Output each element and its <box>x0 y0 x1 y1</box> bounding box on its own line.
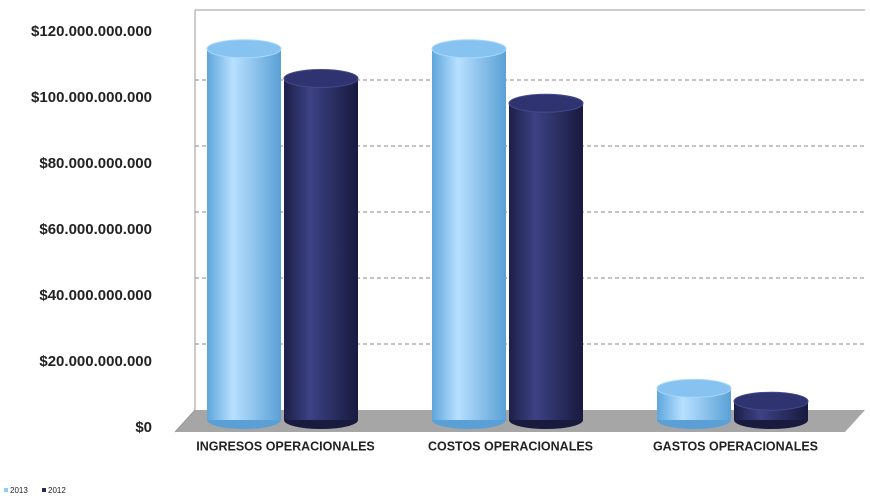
bar-top <box>206 39 282 59</box>
y-tick-label: $80.000.000.000 <box>39 155 152 172</box>
legend-label: 2012 <box>48 486 66 495</box>
legend-label: 2013 <box>10 486 28 495</box>
bar-top <box>283 68 359 88</box>
x-tick-label: COSTOS OPERACIONALES <box>428 439 593 453</box>
bar-top <box>733 391 809 411</box>
x-tick-label: GASTOS OPERACIONALES <box>653 439 818 453</box>
y-tick-label: $120.000.000.000 <box>31 23 152 40</box>
bar <box>207 48 281 420</box>
bar <box>509 103 583 420</box>
bar <box>284 78 358 420</box>
bar <box>432 48 506 420</box>
legend-swatch <box>42 488 46 492</box>
y-tick-label: $20.000.000.000 <box>39 353 152 370</box>
y-tick-label: $0 <box>135 419 152 436</box>
legend-swatch <box>4 488 8 492</box>
wall-edge <box>174 10 196 433</box>
bar-top <box>431 39 507 59</box>
y-tick-label: $100.000.000.000 <box>31 89 152 106</box>
x-tick-label: INGRESOS OPERACIONALES <box>196 439 375 453</box>
y-tick-label: $40.000.000.000 <box>39 287 152 304</box>
bar-top <box>656 378 732 398</box>
bar-top <box>508 93 584 113</box>
y-tick-label: $60.000.000.000 <box>39 221 152 238</box>
